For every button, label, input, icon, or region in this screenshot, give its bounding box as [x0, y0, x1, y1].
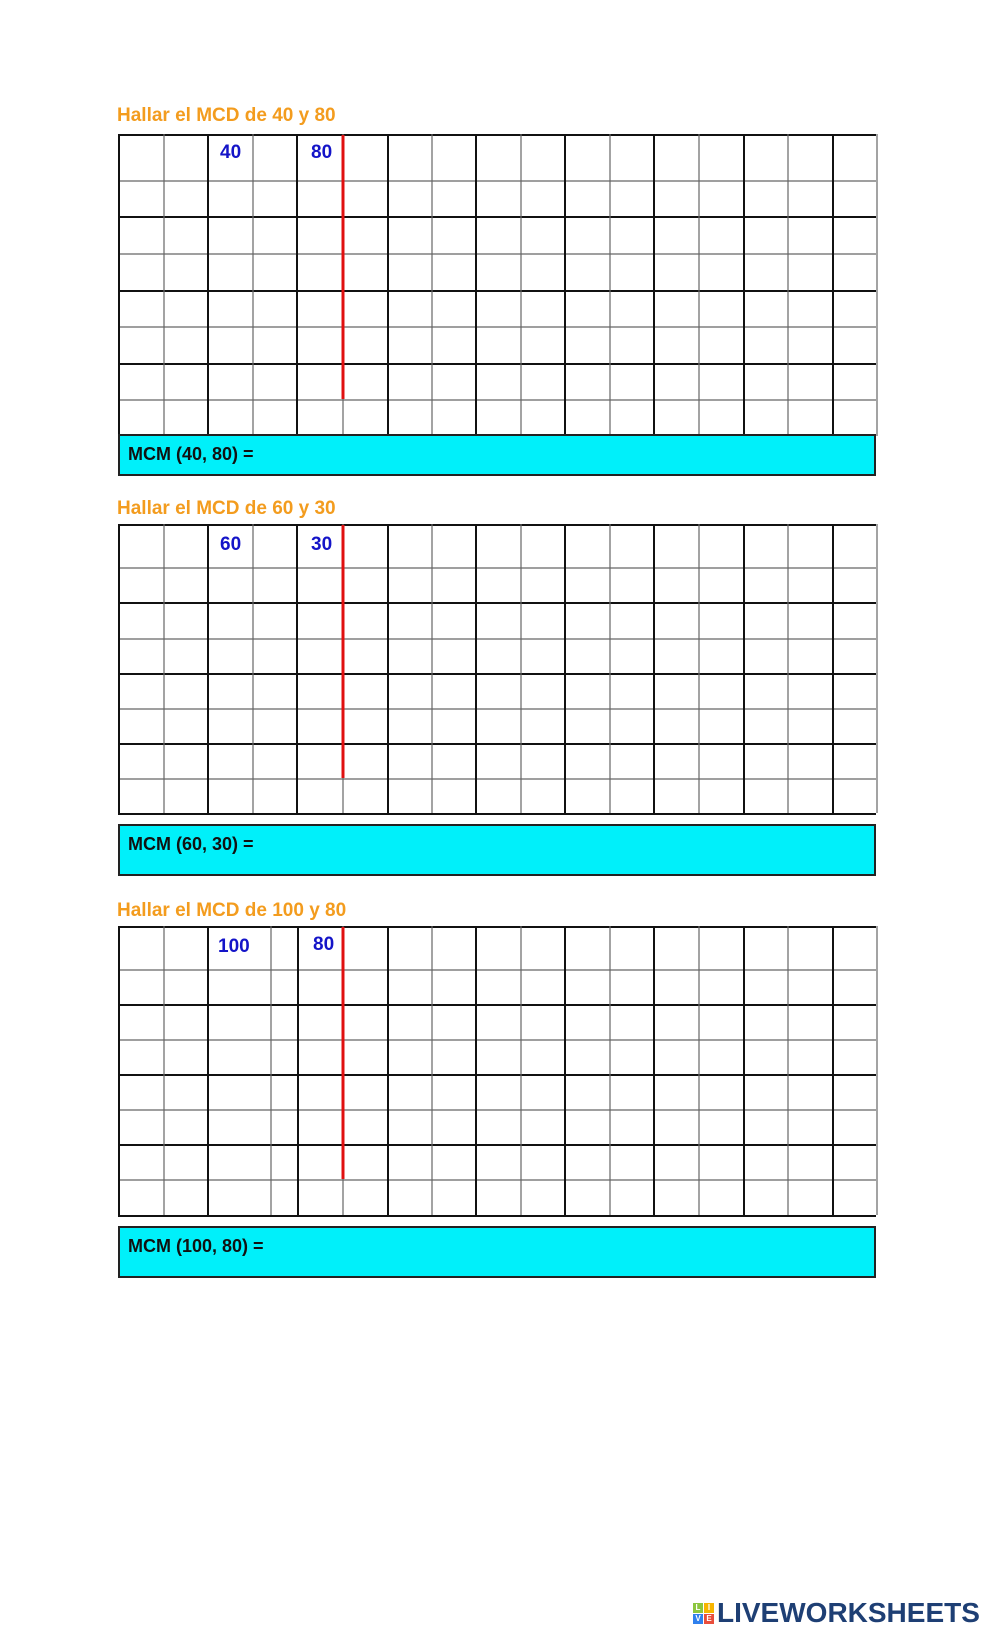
exercise-title: Hallar el MCD de 60 y 30 [117, 498, 336, 519]
grid-lines [118, 524, 878, 815]
division-grid: 40 80 MCM (40, 80) = [118, 134, 878, 476]
division-grid: 60 30 MCM (60, 30) = [118, 524, 878, 877]
number-1: 100 [218, 936, 250, 957]
logo-blocks-icon: L I V E [693, 1602, 714, 1624]
grid-lines [118, 134, 878, 436]
result-label: MCM (40, 80) = [128, 444, 254, 464]
grid-lines [118, 926, 878, 1217]
result-box[interactable]: MCM (60, 30) = [118, 824, 876, 876]
result-box[interactable]: MCM (100, 80) = [118, 1226, 876, 1278]
number-2: 80 [313, 934, 335, 955]
division-grid: 100 80 MCM (100, 80) = [118, 926, 878, 1278]
logo-block: I [704, 1602, 714, 1613]
number-1: 40 [220, 142, 242, 163]
logo-block: E [704, 1613, 714, 1624]
result-label: MCM (60, 30) = [128, 834, 254, 854]
number-2: 80 [311, 142, 333, 163]
exercise-title: Hallar el MCD de 100 y 80 [117, 900, 347, 921]
result-label: MCM (100, 80) = [128, 1236, 264, 1256]
number-2: 30 [311, 534, 333, 555]
logo-text: LIVEWORKSHEETS [717, 1597, 980, 1628]
number-1: 60 [220, 534, 242, 555]
logo-block: L [693, 1602, 703, 1613]
liveworksheets-logo: L I V E LIVEWORKSHEETS [693, 1597, 980, 1629]
logo-block: V [693, 1613, 703, 1624]
exercise-title: Hallar el MCD de 40 y 80 [117, 105, 336, 126]
result-box[interactable]: MCM (40, 80) = [118, 434, 876, 476]
